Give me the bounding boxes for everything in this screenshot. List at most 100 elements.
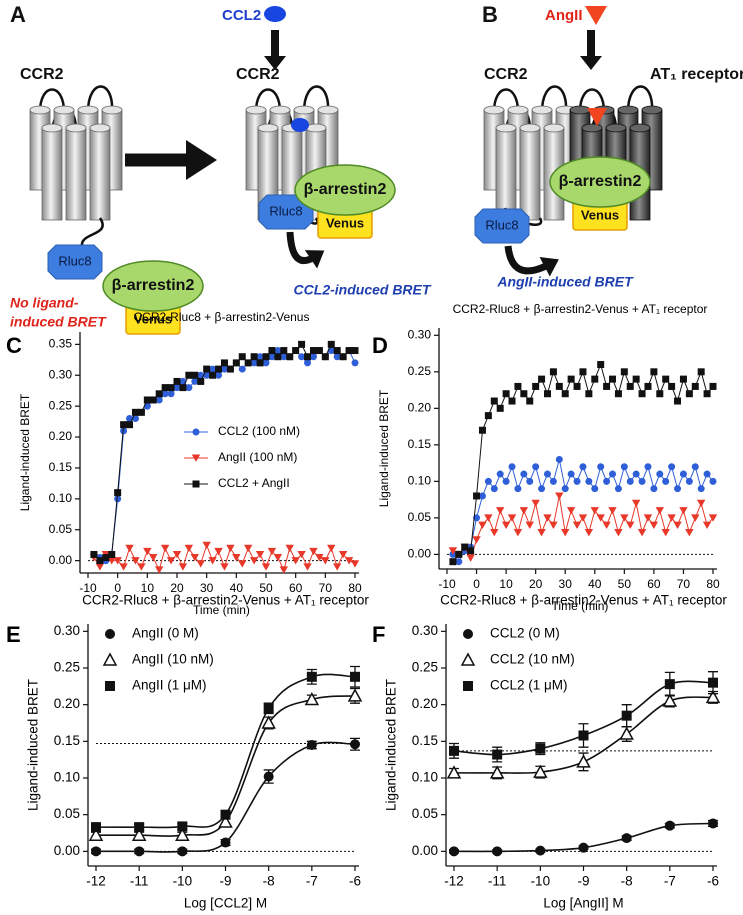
marker xyxy=(709,477,717,485)
venus-label: Venus xyxy=(134,311,172,326)
marker xyxy=(507,514,517,522)
marker xyxy=(209,371,217,379)
legend-marker xyxy=(105,681,115,691)
marker xyxy=(578,842,589,853)
caption: induced BRET xyxy=(10,314,107,330)
panel-label: C xyxy=(6,333,22,358)
marker xyxy=(662,477,670,485)
marker xyxy=(520,390,528,398)
marker xyxy=(250,359,258,367)
marker xyxy=(267,547,277,556)
marker xyxy=(656,390,664,398)
ligand-label: CCL2 xyxy=(222,7,261,24)
panel-label: A xyxy=(10,2,26,27)
marker xyxy=(91,846,101,857)
rluc8-box xyxy=(474,208,530,244)
marker xyxy=(137,563,146,571)
marker xyxy=(597,463,605,471)
marker xyxy=(304,359,312,367)
receptor-helix-top xyxy=(65,123,87,133)
c-tail xyxy=(80,217,104,247)
marker xyxy=(244,544,253,553)
receptor-helix-top xyxy=(605,123,627,133)
marker xyxy=(292,347,300,355)
marker xyxy=(490,397,498,405)
x-tick-label: -7 xyxy=(664,874,676,889)
marker xyxy=(102,554,110,562)
marker xyxy=(455,558,463,566)
marker xyxy=(280,353,288,361)
rluc8-label: Rluc8 xyxy=(58,253,91,268)
x-tick-label: 20 xyxy=(529,577,543,591)
marker xyxy=(626,521,635,530)
marker xyxy=(576,754,591,768)
x-tick-label: 80 xyxy=(348,581,362,595)
panel-label: E xyxy=(6,622,21,647)
x-tick-label: 70 xyxy=(677,577,691,591)
rluc8-box xyxy=(47,244,103,280)
marker xyxy=(202,541,211,550)
marker xyxy=(350,739,360,750)
marker xyxy=(632,470,640,478)
series-line xyxy=(452,459,714,563)
marker xyxy=(220,563,229,571)
marker xyxy=(620,514,629,522)
marker xyxy=(155,390,163,398)
y-tick-label: 0.05 xyxy=(54,806,80,821)
marker xyxy=(526,477,534,485)
x-tick-label: 10 xyxy=(499,577,513,591)
rluc8-box xyxy=(258,194,314,230)
marker xyxy=(697,485,705,493)
marker xyxy=(626,477,634,485)
receptor-helix-top xyxy=(101,105,123,115)
arrestin-shape xyxy=(294,164,396,216)
marker xyxy=(543,470,551,478)
marker xyxy=(644,382,652,390)
marker xyxy=(708,818,718,829)
legend-label: CCL2 (10 nM) xyxy=(490,652,575,667)
marker xyxy=(496,470,504,478)
marker xyxy=(644,463,652,471)
marker xyxy=(478,492,486,500)
x-axis-label: Log [AngII] M xyxy=(543,896,623,911)
marker xyxy=(538,375,546,383)
y-tick-label: 0.25 xyxy=(412,660,438,675)
marker xyxy=(286,353,294,361)
y-tick-label: 0.15 xyxy=(412,733,438,748)
marker xyxy=(514,382,522,390)
marker xyxy=(578,730,589,741)
marker xyxy=(304,691,320,706)
marker xyxy=(261,715,276,729)
legend-marker xyxy=(460,652,476,666)
curved-arrow-head xyxy=(539,257,559,277)
receptor-helix-top xyxy=(317,105,339,115)
marker xyxy=(585,477,593,485)
x-tick-label: -9 xyxy=(219,874,231,889)
chart-title: CCR2-Rluc8 + β-arrestin2-Venus + AT₁ rec… xyxy=(440,593,727,608)
marker xyxy=(708,514,718,522)
marker xyxy=(297,550,306,559)
receptor-helix-top xyxy=(483,105,505,115)
marker xyxy=(120,421,128,429)
rluc8-label: Rluc8 xyxy=(485,217,518,232)
marker xyxy=(591,375,599,383)
marker xyxy=(179,384,187,392)
venus-label: Venus xyxy=(326,215,364,230)
marker xyxy=(232,554,241,562)
x-axis-label: Log [CCL2] M xyxy=(184,896,267,911)
marker xyxy=(520,470,528,478)
legend-label: AngII (100 nM) xyxy=(218,450,297,464)
marker xyxy=(649,521,659,530)
marker xyxy=(502,390,510,398)
marker xyxy=(643,514,653,522)
y-tick-label: 0.10 xyxy=(408,474,432,488)
marker xyxy=(274,353,282,361)
marker xyxy=(531,499,540,508)
marker xyxy=(185,371,193,379)
receptor-helix-top xyxy=(617,105,639,115)
x-tick-label: 10 xyxy=(141,581,155,595)
marker xyxy=(579,368,587,376)
y-tick-label: 0.05 xyxy=(49,522,73,536)
marker xyxy=(691,382,699,390)
marker xyxy=(478,426,486,434)
